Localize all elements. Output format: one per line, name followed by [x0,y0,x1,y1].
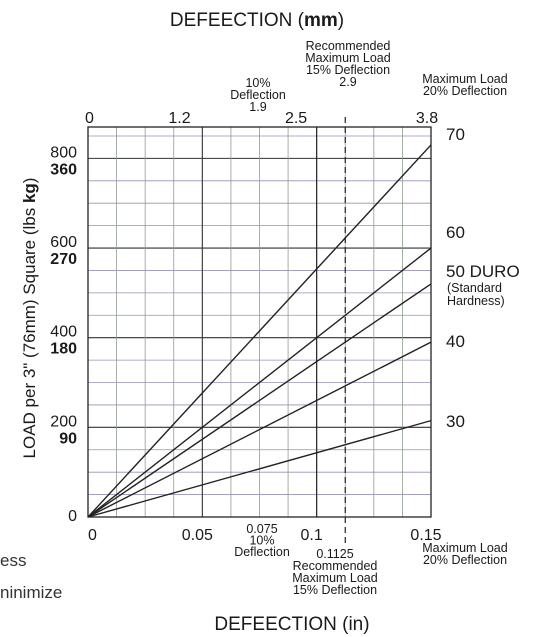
x-tick-bottom-3: 0.15 [410,527,441,544]
y-tick-lbs-4: 800 [50,144,77,161]
top-axis-title: DEFEECTION (mm) [170,10,344,31]
y-tick-kg-2: 180 [50,341,77,358]
series-line-1 [87,247,432,518]
x-tick-bottom-2: 0.1 [301,527,323,544]
y-tick-lbs-1: 200 [50,413,77,430]
annotation-top-15pct-2: 15% Deflection [306,63,390,77]
y-axis-title-part-0: LOAD per 3" (76mm) Square (lbs [20,203,39,458]
annotation-top-10pct-1: Deflection [230,88,286,102]
reference-lines [316,117,346,545]
x-tick-top-0: 0 [85,110,94,127]
annotation-bottom-15pct-3: 15% Deflection [293,583,377,597]
series-label-3: 40 [446,332,465,351]
x-tick-top-1: 1.2 [168,110,190,127]
series-label-4: 30 [446,412,465,431]
y-axis-title-part-1: kg [20,183,39,203]
y-tick-kg-4: 360 [50,161,77,178]
annotation-bottom-20pct-1: 20% Deflection [423,553,507,567]
x-tick-bottom-1: 0.05 [182,527,213,544]
series-line-3 [87,341,432,518]
y-axis-title-part-2: ) [20,178,39,184]
grid [88,127,431,517]
annotation-bottom-10pct-0: 0.075 [246,522,277,536]
cropped-text-fragment-1: ess [0,551,27,570]
annotation-top-20pct-0: Maximum Load [422,72,507,86]
annotation-top-15pct-1: Maximum Load [305,51,390,65]
top-axis-title-part-1: mm [304,10,338,31]
y-tick-lbs-0: 0 [68,508,77,525]
annotation-bottom-20pct-0: Maximum Load [422,541,507,555]
series-sublabel-2-0: (Standard [447,281,502,295]
y-tick-lbs-3: 600 [50,234,77,251]
y-tick-kg-3: 270 [50,251,77,268]
series-line-0 [87,144,432,518]
annotation-bottom-15pct-2: Maximum Load [292,571,377,585]
x-tick-top-2: 2.5 [285,110,307,127]
annotation-top-10pct-0: 10% [245,76,270,90]
series-line-4 [87,419,432,518]
annotation-bottom-15pct-1: Recommended [293,559,378,573]
plot-frame [87,126,432,518]
series-label-1: 60 [446,223,465,242]
annotation-top-15pct-3: 2.9 [339,75,356,89]
series-sublabel-2-1: Hardness) [447,294,505,308]
series-line-2 [87,283,432,518]
y-tick-lbs-2: 400 [50,324,77,341]
series-label-0: 70 [446,125,465,144]
top-axis-title-part-2: ) [338,10,344,31]
y-axis-title: LOAD per 3" (76mm) Square (lbs kg) [20,178,39,459]
annotation-bottom-10pct-2: Deflection [234,545,290,559]
annotation-top-15pct-0: Recommended [306,39,391,53]
top-axis-title-part-0: DEFEECTION ( [170,10,305,31]
series-label-2: 50 DURO [446,262,520,281]
y-tick-kg-1: 90 [59,430,77,447]
x-tick-bottom-0: 0 [88,527,97,544]
cropped-text-fragment-2: ninimize [0,583,63,602]
annotation-top-20pct-1: 20% Deflection [423,84,507,98]
annotation-top-10pct-2: 1.9 [249,100,266,114]
annotation-bottom-10pct-1: 10% [249,534,274,548]
x-tick-top-3: 3.8 [416,110,438,127]
annotation-bottom-15pct-0: 0.1125 [316,547,353,561]
series-lines [87,144,432,518]
x-axis-title: DEFEECTION (in) [214,614,369,635]
